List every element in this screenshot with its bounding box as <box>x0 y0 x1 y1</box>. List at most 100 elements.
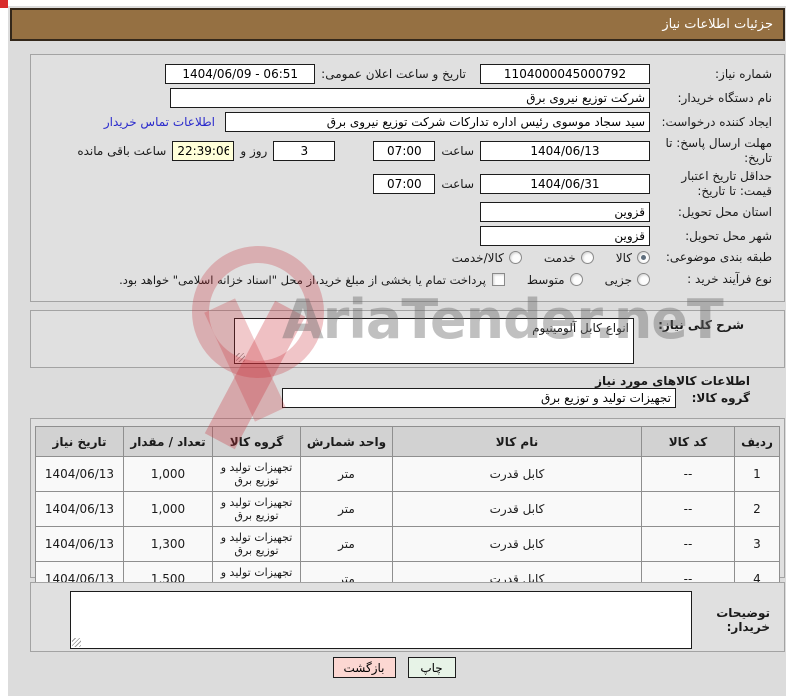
buyer-org-label: نام دستگاه خریدار: <box>677 90 773 105</box>
buyer-contact-link[interactable]: اطلاعات تماس خریدار <box>103 115 215 129</box>
cell-quantity: 1,000 <box>123 456 213 492</box>
cell-row-number: 2 <box>734 491 780 527</box>
treasury-checkbox-label: پرداخت تمام یا بخشی از مبلغ خرید،از محل … <box>119 272 486 287</box>
need-info-panel: شماره نیاز: تاریخ و ساعت اعلان عمومی: نا… <box>30 54 785 302</box>
radio-goods-service[interactable] <box>508 251 522 264</box>
announce-datetime-input[interactable] <box>165 64 316 84</box>
cell-unit: متر <box>300 526 393 562</box>
request-creator-row: ایجاد کننده درخواست: اطلاعات تماس خریدار <box>37 112 776 132</box>
cell-item-name: کابل قدرت <box>392 526 642 562</box>
response-deadline-row: مهلت ارسال پاسخ: تا تاریخ: ساعت روز و سا… <box>37 136 776 166</box>
goods-group-label: گروه کالا: <box>691 391 750 405</box>
cell-need-date: 1404/06/13 <box>35 456 124 492</box>
need-description-value: انواع کابل آلومینیوم <box>532 321 629 335</box>
province-row: استان محل تحویل: <box>37 202 776 222</box>
header-need-date: تاریخ نیاز <box>35 426 124 457</box>
need-description-textarea[interactable]: انواع کابل آلومینیوم <box>234 318 634 364</box>
items-table-panel: ردیف کد کالا نام کالا واحد شمارش گروه کا… <box>30 418 785 597</box>
items-table: ردیف کد کالا نام کالا واحد شمارش گروه کا… <box>35 426 780 597</box>
announce-datetime-label: تاریخ و ساعت اعلان عمومی: <box>321 67 466 81</box>
cell-item-code: -- <box>641 526 735 562</box>
price-validity-row: حداقل تاریخ اعتبار قیمت: تا تاریخ: ساعت <box>37 169 776 199</box>
buyer-notes-textarea[interactable] <box>70 591 692 649</box>
cell-unit: متر <box>300 491 393 527</box>
cell-row-number: 3 <box>734 526 780 562</box>
subject-class-row: طبقه بندی موضوعی: کالا خدمت کالا/خدمت <box>37 250 776 265</box>
header-item-code: کد کالا <box>641 426 735 457</box>
back-button[interactable]: بازگشت <box>332 657 396 678</box>
radio-partial-label: جزیی <box>604 272 632 287</box>
radio-service-label: خدمت <box>543 250 576 265</box>
resize-handle-icon[interactable] <box>236 353 245 362</box>
radio-goods-label: کالا <box>615 250 632 265</box>
table-row: 1 -- کابل قدرت متر تجهیزات تولید و توزیع… <box>35 456 780 492</box>
page-title-text: جزئیات اطلاعات نیاز <box>662 17 773 32</box>
need-description-label: شرح کلی نیاز: <box>658 318 744 332</box>
radio-medium-label: متوسط <box>526 272 565 287</box>
radio-service[interactable] <box>580 251 594 264</box>
cell-unit: متر <box>300 456 393 492</box>
radio-goods-service-label: کالا/خدمت <box>451 250 504 265</box>
page-title: جزئیات اطلاعات نیاز <box>10 8 785 41</box>
buyer-org-row: نام دستگاه خریدار: <box>37 88 776 108</box>
goods-group-row: گروه کالا: <box>30 388 750 408</box>
cell-item-code: -- <box>641 456 735 492</box>
goods-section-title: اطلاعات کالاهای مورد نیاز <box>595 374 750 388</box>
price-validity-label: حداقل تاریخ اعتبار قیمت: تا تاریخ: <box>681 169 772 198</box>
radio-goods[interactable] <box>637 251 650 264</box>
cell-group: تجهیزات تولید و توزیع برق <box>212 491 301 527</box>
table-row: 3 -- کابل قدرت متر تجهیزات تولید و توزیع… <box>35 526 780 562</box>
countdown-input[interactable] <box>172 141 235 161</box>
need-description-panel: شرح کلی نیاز: انواع کابل آلومینیوم <box>30 310 785 368</box>
goods-group-input[interactable] <box>282 388 676 408</box>
table-row: 2 -- کابل قدرت متر تجهیزات تولید و توزیع… <box>35 491 780 527</box>
request-creator-label: ایجاد کننده درخواست: <box>661 114 772 129</box>
cell-item-code: -- <box>641 491 735 527</box>
corner-red-mark <box>0 0 8 8</box>
items-table-header-row: ردیف کد کالا نام کالا واحد شمارش گروه کا… <box>35 426 780 457</box>
subject-class-label: طبقه بندی موضوعی: <box>665 250 772 264</box>
treasury-checkbox[interactable] <box>491 273 505 286</box>
radio-partial[interactable] <box>637 273 650 286</box>
response-deadline-label: مهلت ارسال پاسخ: تا تاریخ: <box>665 136 772 165</box>
cell-group: تجهیزات تولید و توزیع برق <box>212 526 301 562</box>
process-type-row: نوع فرآیند خرید : جزیی متوسط پرداخت تمام… <box>37 272 776 287</box>
need-number-row: شماره نیاز: تاریخ و ساعت اعلان عمومی: <box>37 64 776 84</box>
print-button[interactable]: چاپ <box>407 657 456 678</box>
price-validity-time-input[interactable] <box>373 174 436 194</box>
validity-hour-label: ساعت <box>441 177 474 191</box>
cell-quantity: 1,300 <box>123 526 213 562</box>
price-validity-date-input[interactable] <box>480 174 650 194</box>
cell-item-name: کابل قدرت <box>392 456 642 492</box>
cell-group: تجهیزات تولید و توزیع برق <box>212 456 301 492</box>
cell-item-name: کابل قدرت <box>392 491 642 527</box>
header-group: گروه کالا <box>212 426 301 457</box>
response-deadline-date-input[interactable] <box>480 141 650 161</box>
need-number-label: شماره نیاز: <box>715 66 772 81</box>
button-bar: چاپ بازگشت <box>0 657 788 678</box>
process-type-label: نوع فرآیند خرید : <box>687 272 772 286</box>
province-input[interactable] <box>480 202 650 222</box>
header-unit: واحد شمارش <box>300 426 393 457</box>
header-item-name: نام کالا <box>392 426 642 457</box>
buyer-org-input[interactable] <box>170 88 650 108</box>
cell-need-date: 1404/06/13 <box>35 491 124 527</box>
buyer-notes-label: توضیحات خریدار: <box>716 606 770 634</box>
deadline-hour-label: ساعت <box>441 144 474 158</box>
city-input[interactable] <box>480 226 650 246</box>
cell-need-date: 1404/06/13 <box>35 526 124 562</box>
header-quantity: تعداد / مقدار <box>123 426 213 457</box>
remaining-days-input[interactable] <box>273 141 336 161</box>
resize-handle-icon[interactable] <box>72 638 81 647</box>
days-label: روز و <box>240 144 268 158</box>
header-row-number: ردیف <box>734 426 780 457</box>
cell-row-number: 1 <box>734 456 780 492</box>
cell-quantity: 1,000 <box>123 491 213 527</box>
city-label: شهر محل تحویل: <box>685 228 772 243</box>
response-deadline-time-input[interactable] <box>373 141 436 161</box>
radio-medium[interactable] <box>569 273 583 286</box>
need-number-input[interactable] <box>480 64 650 84</box>
city-row: شهر محل تحویل: <box>37 226 776 246</box>
province-label: استان محل تحویل: <box>677 204 772 219</box>
request-creator-input[interactable] <box>225 112 650 132</box>
